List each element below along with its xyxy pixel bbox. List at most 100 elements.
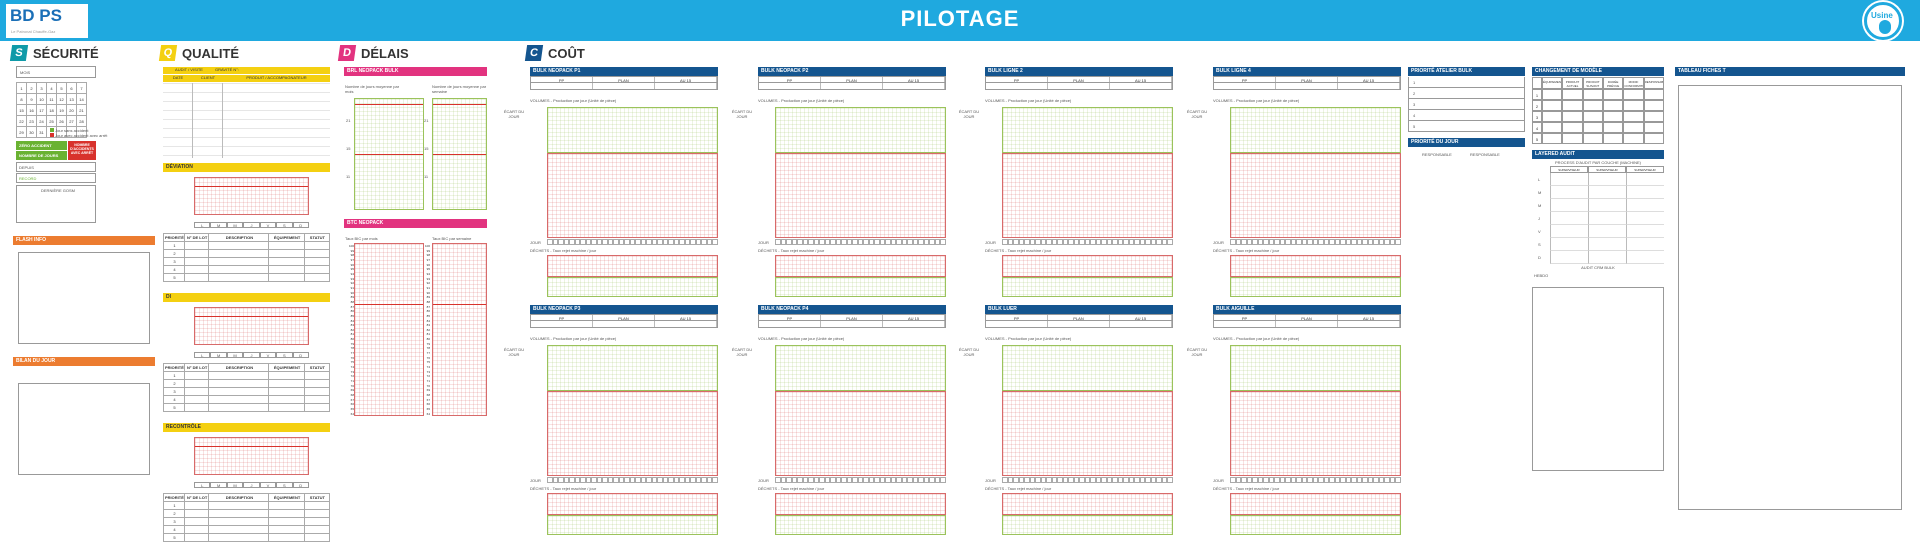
table-cell[interactable]	[183, 403, 210, 412]
calendar-day[interactable]: 23	[26, 115, 37, 127]
table-cell[interactable]	[183, 387, 210, 396]
table-cell[interactable]	[1626, 238, 1664, 251]
table-cell[interactable]	[208, 509, 270, 518]
table-cell[interactable]	[1582, 111, 1603, 122]
table-cell[interactable]	[1562, 100, 1583, 111]
table-cell[interactable]	[208, 525, 270, 534]
layered-row[interactable]: L	[1532, 173, 1664, 186]
calendar-day[interactable]: 7	[76, 82, 87, 94]
calendar-day[interactable]: 21	[76, 104, 87, 116]
dechets-plot-red[interactable]	[547, 493, 718, 515]
table-cell[interactable]	[268, 395, 305, 404]
volumes-plot-red[interactable]	[547, 153, 718, 238]
cout-panel-values[interactable]	[1213, 83, 1401, 90]
table-cell[interactable]	[303, 273, 331, 282]
value-cell[interactable]	[821, 321, 883, 327]
table-cell[interactable]	[1626, 225, 1664, 238]
volumes-plot-red[interactable]	[775, 391, 946, 476]
calendar-day[interactable]: 26	[56, 115, 67, 127]
table-cell[interactable]	[1542, 122, 1563, 133]
table-cell[interactable]	[303, 249, 331, 258]
table-cell[interactable]	[183, 379, 210, 388]
value-cell[interactable]	[1110, 321, 1172, 327]
table-cell[interactable]	[1626, 199, 1664, 212]
volumes-plot-green[interactable]	[1002, 345, 1173, 391]
table-row[interactable]: 1	[163, 501, 331, 510]
table-cell[interactable]	[1550, 173, 1588, 186]
calendar-day[interactable]: 16	[26, 104, 37, 116]
table-cell[interactable]	[1643, 122, 1664, 133]
audit-table[interactable]	[163, 83, 330, 158]
table-cell[interactable]	[1602, 111, 1624, 122]
table-cell[interactable]	[183, 273, 210, 282]
table-cell[interactable]	[1626, 173, 1664, 186]
value-cell[interactable]	[1276, 83, 1338, 89]
table-cell[interactable]	[1623, 133, 1644, 144]
table-cell[interactable]	[1623, 100, 1644, 111]
dechets-plot-green[interactable]	[775, 277, 946, 297]
table-cell[interactable]	[303, 371, 331, 380]
value-cell[interactable]	[759, 321, 821, 327]
volumes-plot-green[interactable]	[1002, 107, 1173, 153]
table-cell[interactable]	[183, 533, 210, 542]
table-cell[interactable]	[1550, 212, 1588, 225]
calendar-day[interactable]: 19	[56, 104, 67, 116]
cout-panel-values[interactable]	[530, 83, 718, 90]
table-cell[interactable]	[268, 387, 305, 396]
table-cell[interactable]	[268, 403, 305, 412]
table-cell[interactable]	[1643, 100, 1664, 111]
table-cell[interactable]	[1550, 186, 1588, 199]
depuis-field[interactable]: DEPUIS	[16, 162, 96, 172]
volumes-plot-green[interactable]	[775, 345, 946, 391]
calendar-day[interactable]: 8	[16, 93, 27, 105]
table-cell[interactable]	[303, 265, 331, 274]
table-row[interactable]: 3	[163, 257, 331, 266]
calendar-day[interactable]	[76, 126, 87, 138]
volumes-plot-red[interactable]	[1230, 391, 1401, 476]
calendar-day[interactable]: 25	[46, 115, 57, 127]
table-row[interactable]: 4	[163, 395, 331, 404]
table-cell[interactable]	[183, 509, 210, 518]
table-cell[interactable]	[183, 265, 210, 274]
table-cell[interactable]	[1588, 173, 1626, 186]
table-cell[interactable]	[208, 379, 270, 388]
table-cell[interactable]	[1562, 111, 1583, 122]
table-cell[interactable]	[1550, 225, 1588, 238]
value-cell[interactable]	[1048, 321, 1110, 327]
table-cell[interactable]	[268, 265, 305, 274]
table-row[interactable]: 5	[163, 403, 331, 412]
table-row[interactable]: 1	[163, 241, 331, 250]
table-cell[interactable]	[1623, 89, 1644, 100]
table-cell[interactable]	[268, 241, 305, 250]
value-cell[interactable]	[1214, 83, 1276, 89]
calendar-day[interactable]: 18	[46, 104, 57, 116]
value-cell[interactable]	[1338, 321, 1400, 327]
value-cell[interactable]	[531, 83, 593, 89]
table-cell[interactable]	[183, 371, 210, 380]
value-cell[interactable]	[593, 83, 655, 89]
btc-month-plot[interactable]	[354, 243, 424, 416]
calendar-day[interactable]: 2	[26, 82, 37, 94]
calendar-day[interactable]: 15	[16, 104, 27, 116]
value-cell[interactable]	[986, 83, 1048, 89]
volumes-plot-green[interactable]	[1230, 107, 1401, 153]
table-cell[interactable]	[303, 517, 331, 526]
cout-panel-values[interactable]	[530, 321, 718, 328]
table-cell[interactable]	[1588, 186, 1626, 199]
table-cell[interactable]	[1643, 133, 1664, 144]
tableau-fiches-box[interactable]	[1678, 85, 1902, 510]
table-cell[interactable]	[303, 241, 331, 250]
btc-week-plot[interactable]	[432, 243, 487, 416]
flash-info-box[interactable]	[18, 252, 150, 344]
table-cell[interactable]	[183, 501, 210, 510]
dechets-plot-green[interactable]	[1230, 515, 1401, 535]
dechets-plot-green[interactable]	[547, 277, 718, 297]
table-cell[interactable]	[1542, 111, 1563, 122]
table-cell[interactable]	[1550, 199, 1588, 212]
table-cell[interactable]	[183, 241, 210, 250]
table-cell[interactable]	[303, 509, 331, 518]
table-cell[interactable]	[208, 533, 270, 542]
table-row[interactable]: 2	[163, 379, 331, 388]
table-cell[interactable]	[208, 403, 270, 412]
volumes-plot-red[interactable]	[1230, 153, 1401, 238]
